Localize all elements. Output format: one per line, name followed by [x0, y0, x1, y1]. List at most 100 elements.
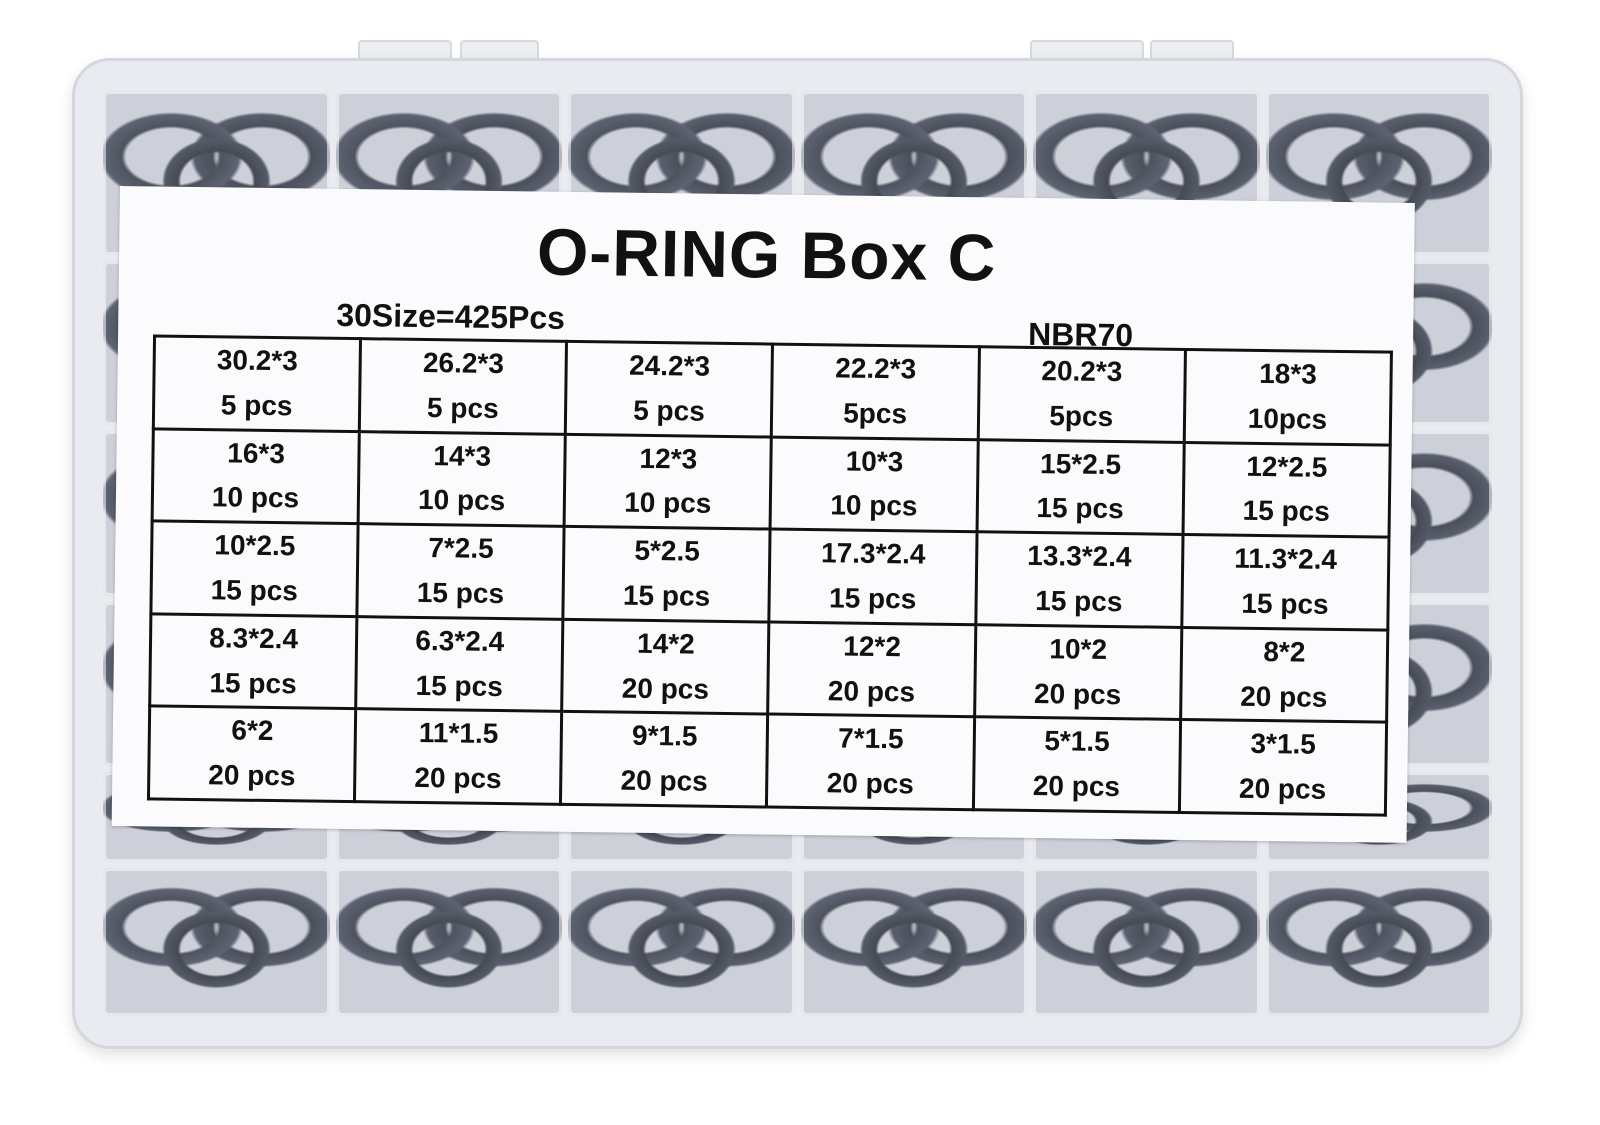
size-cell: 13.3*2.4 15 pcs [975, 531, 1183, 628]
size-cell: 24.2*3 5 pcs [565, 341, 773, 437]
size-cell: 7*2.5 15 pcs [357, 523, 565, 620]
table-row: 16*3 10 pcs 14*3 10 pcs 12*3 10 pcs 10*3 10 pcs… [152, 428, 1391, 538]
size-cell: 5*2.5 15 pcs [563, 526, 771, 622]
compartment [568, 868, 795, 1016]
ring-size: 9*1.5 [631, 720, 698, 752]
ring-quantity: 5 pcs [632, 394, 705, 427]
compartment [103, 868, 330, 1016]
ring-quantity: 15 pcs [828, 582, 917, 615]
label-title: O-RING Box C [536, 214, 997, 295]
ring-quantity: 10 pcs [211, 481, 300, 514]
ring-size: 17.3*2.4 [820, 537, 926, 570]
compartment [335, 868, 562, 1016]
table-row: 10*2.5 15 pcs 7*2.5 15 pcs 5*2.5 15 pcs 17.3*2… [150, 521, 1390, 630]
ring-quantity: 20 pcs [1240, 680, 1328, 713]
size-cell: 17.3*2.4 15 pcs [769, 529, 977, 625]
size-cell: 10*2 20 pcs [974, 624, 1182, 720]
size-cell: 12*2 20 pcs [768, 621, 976, 718]
ring-size: 5*2.5 [634, 534, 701, 567]
ring-quantity: 20 pcs [208, 759, 296, 792]
ring-size: 3*1.5 [1250, 728, 1317, 761]
ring-size: 20.2*3 [1041, 355, 1123, 388]
ring-quantity: 20 pcs [1033, 677, 1122, 710]
ring-size: 8*2 [1263, 635, 1306, 668]
ring-size: 10*2 [1049, 632, 1108, 665]
ring-quantity: 10 pcs [830, 489, 918, 522]
ring-quantity: 15 pcs [415, 669, 504, 702]
ring-quantity: 20 pcs [1238, 772, 1327, 806]
size-cell: 9*1.5 20 pcs [560, 711, 769, 807]
size-cell: 10*3 10 pcs [770, 436, 978, 532]
ring-size: 26.2*3 [422, 346, 505, 380]
ring-size: 11.3*2.4 [1234, 542, 1338, 576]
ring-size: 6*2 [231, 714, 274, 747]
ring-quantity: 15 pcs [1035, 585, 1123, 618]
ring-size: 10*3 [845, 445, 904, 477]
size-cell: 12*2.5 15 pcs [1182, 442, 1391, 538]
size-cell: 26.2*3 5 pcs [359, 338, 567, 434]
ring-quantity: 20 pcs [826, 767, 915, 800]
ring-quantity: 15 pcs [416, 576, 505, 610]
size-cell: 10*2.5 15 pcs [150, 521, 359, 617]
size-cell: 7*1.5 20 pcs [766, 714, 975, 810]
size-cell: 20.2*3 5pcs [977, 346, 1186, 443]
ring-quantity: 15 pcs [1242, 495, 1331, 528]
ring-quantity: 10 pcs [623, 487, 712, 520]
ring-quantity: 15 pcs [1036, 492, 1124, 525]
ring-quantity: 5 pcs [426, 391, 499, 424]
size-cell: 14*2 20 pcs [561, 619, 770, 715]
ring-size: 11*1.5 [418, 717, 499, 750]
ring-size: 18*3 [1259, 357, 1318, 390]
size-cell: 15*2.5 15 pcs [976, 439, 1185, 535]
size-cell: 3*1.5 20 pcs [1179, 719, 1387, 816]
ring-size: 12*2 [843, 630, 902, 663]
ring-size: 13.3*2.4 [1027, 540, 1132, 573]
size-cell: 18*3 10pcs [1184, 349, 1392, 445]
ring-quantity: 20 pcs [414, 762, 502, 795]
ring-quantity: 10pcs [1247, 402, 1328, 435]
ring-size: 22.2*3 [835, 352, 917, 385]
size-cell: 5*1.5 20 pcs [973, 717, 1181, 813]
size-cell: 16*3 10 pcs [152, 428, 360, 524]
ring-quantity: 15 pcs [622, 579, 711, 612]
ring-size: 30.2*3 [216, 344, 298, 377]
size-cell: 6*2 20 pcs [148, 706, 356, 802]
compartment [1265, 868, 1492, 1016]
size-cell: 12*3 10 pcs [564, 433, 772, 530]
ring-size: 12*3 [639, 442, 698, 475]
ring-size: 14*3 [433, 439, 492, 472]
ring-size: 16*3 [227, 437, 286, 469]
size-cell: 8*2 20 pcs [1180, 627, 1388, 723]
ring-size: 24.2*3 [628, 349, 711, 382]
ring-quantity: 20 pcs [620, 764, 708, 797]
size-cell: 14*3 10 pcs [358, 431, 566, 527]
ring-size: 14*2 [636, 627, 695, 660]
label-summary: 30Size=425Pcs [336, 296, 566, 336]
table-row: 6*2 20 pcs 11*1.5 20 pcs 9*1.5 20 pcs 7*1.5 20 … [148, 706, 1387, 816]
size-cell: 6.3*2.4 15 pcs [355, 616, 564, 712]
ring-size: 8.3*2.4 [209, 621, 299, 655]
ring-size: 5*1.5 [1044, 725, 1110, 758]
table-row: 30.2*3 5 pcs 26.2*3 5 pcs 24.2*3 5 pcs 22.2*3 5… [153, 335, 1392, 445]
ring-quantity: 15 pcs [209, 666, 297, 699]
ring-quantity: 20 pcs [1032, 770, 1121, 803]
compartment [800, 868, 1027, 1016]
ring-size: 10*2.5 [214, 529, 296, 562]
size-cell: 30.2*3 5 pcs [153, 335, 361, 432]
ring-size: 7*2.5 [428, 532, 494, 565]
table-row: 8.3*2.4 15 pcs 6.3*2.4 15 pcs 14*2 20 pcs 12*2… [149, 613, 1388, 723]
ring-quantity: 5 pcs [220, 389, 293, 422]
ring-quantity: 15 pcs [210, 574, 299, 607]
ring-quantity: 20 pcs [827, 674, 916, 708]
ring-size: 12*2.5 [1246, 450, 1328, 483]
ring-size: 15*2.5 [1039, 447, 1122, 480]
ring-quantity: 5pcs [843, 397, 908, 430]
size-cell: 22.2*3 5pcs [771, 344, 980, 440]
size-table: 30.2*3 5 pcs 26.2*3 5 pcs 24.2*3 5 pcs 22.2*3 5… [147, 334, 1393, 816]
ring-quantity: 5pcs [1049, 399, 1114, 432]
ring-quantity: 10 pcs [417, 484, 506, 517]
compartment [1033, 868, 1260, 1016]
product-label: O-RING Box C 30Size=425Pcs NBR70 30.2*3 5… [111, 186, 1415, 843]
size-cell: 11*1.5 20 pcs [354, 709, 562, 805]
ring-size: 7*1.5 [837, 722, 904, 755]
